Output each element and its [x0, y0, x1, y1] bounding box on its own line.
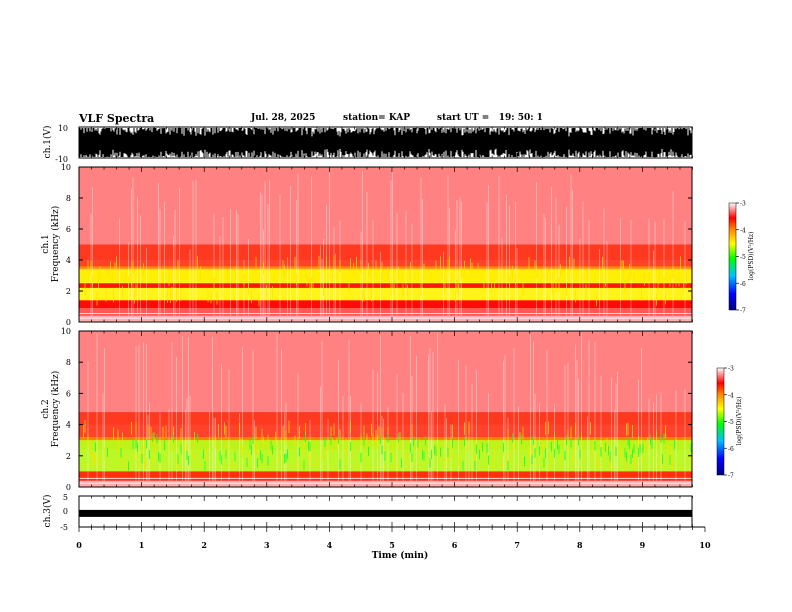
ch1-ylabel: ch.1(V): [42, 126, 53, 159]
time-tick-label-1: 1: [139, 540, 145, 550]
ch2-colorbar: [716, 367, 725, 476]
time-tick-label-0: 0: [76, 540, 82, 550]
ytick-label-8: 8: [66, 358, 71, 367]
ch2-spectrogram-yticks: 0 2 4 6 8 10: [61, 327, 692, 492]
time-tick-label-2: 2: [201, 540, 207, 550]
time-tick-label-8: 8: [577, 540, 583, 550]
ch3-ytick-bottom: -5: [60, 523, 68, 532]
ytick-label-0: 0: [66, 483, 71, 492]
ch1-waveform-frame: [78, 126, 693, 159]
colorbar-tick-label-0: -3: [728, 366, 734, 373]
ytick-label-4: 4: [66, 256, 71, 265]
time-axis-title: Time (min): [372, 550, 429, 561]
colorbar-tick-label-2: -5: [740, 254, 746, 261]
ch1-spectrogram-image: [79, 167, 693, 322]
colorbar-tick-label-4: -7: [728, 473, 734, 480]
ch1-spectrogram-ylabel-channel: ch.1: [41, 234, 51, 253]
ch1-waveform-trace: [78, 128, 693, 157]
ytick-label-0: 0: [66, 318, 71, 327]
spectrum-band-5: [79, 471, 693, 481]
ytick-label-2: 2: [66, 452, 71, 461]
time-axis-labels: 0 1 2 3 4 5 6 7 8 9 10: [76, 540, 711, 550]
colorbar-tick-label-1: -4: [740, 227, 746, 234]
ytick-label-2: 2: [66, 287, 71, 296]
spectrum-band-0: [79, 331, 693, 425]
time-tick-label-9: 9: [640, 540, 646, 550]
colorbar-tick-label-3: -6: [728, 446, 734, 453]
ch1-waveform-line: [78, 128, 693, 157]
ch1-waveform-panel: 10 -10 ch.1(V): [42, 124, 693, 164]
ch1-ytick-top: 10: [58, 124, 68, 133]
spectrum-band-1: [79, 412, 693, 441]
time-tick-label-10: 10: [699, 540, 711, 550]
time-axis-ticks: [78, 127, 706, 532]
time-tick-label-7: 7: [514, 540, 520, 550]
ch1-colorbar-label: log(PSD)(V²/Hz): [748, 232, 755, 281]
figure-title: VLF Spectra: [79, 112, 155, 125]
ytick-label-8: 8: [66, 194, 71, 203]
colorbar-tick-label-3: -6: [740, 281, 746, 288]
ch1-ytick-bottom: -10: [55, 155, 68, 164]
ch2-colorbar-label: log(PSD)(V²/Hz): [736, 397, 743, 446]
ch3-ytick-mid: 0: [63, 507, 68, 516]
ch1-spectrogram-frame: [78, 166, 693, 323]
ch3-ytick-top: 5: [63, 493, 68, 502]
ch3-waveform-trace: [79, 509, 693, 517]
ch2-spectrogram-image: [79, 331, 693, 487]
time-tick-label-3: 3: [264, 540, 270, 550]
spectrum-band-1: [79, 244, 693, 268]
ch2-spectrogram-ylabel-freq: Frequency (kHz): [50, 371, 61, 448]
ytick-label-6: 6: [66, 389, 71, 398]
ytick-label-4: 4: [66, 421, 71, 430]
spectrum-band-4: [79, 440, 693, 472]
ch1-colorbar-ticks: -3 -4 -5 -6 -7: [736, 201, 746, 315]
colorbar-tick-label-1: -4: [728, 392, 734, 399]
ch1-spectrogram-yticks: 0 2 4 6 8 10: [61, 163, 692, 327]
spectrum-green-bursts: [95, 432, 692, 471]
spectrum-band-5: [79, 300, 693, 309]
ytick-label-10: 10: [61, 163, 71, 172]
spectrum-band-6: [79, 308, 693, 316]
ch3-ylabel: ch.3(V): [42, 495, 53, 528]
station-label: station= KAP: [343, 113, 411, 123]
ch2-spectrogram-ylabel-channel: ch.2: [41, 399, 51, 418]
time-tick-label-5: 5: [389, 540, 395, 550]
ytick-label-6: 6: [66, 225, 71, 234]
ytick-label-10: 10: [61, 327, 71, 336]
colorbar-tick-label-0: -3: [740, 201, 746, 208]
ch2-spectrogram-frame: [78, 330, 693, 488]
spectrum-band-4: [79, 283, 693, 288]
date-label: Jul. 28, 2025: [251, 113, 316, 123]
ch1-spectrogram-ylabel-freq: Frequency (kHz): [50, 206, 61, 283]
time-tick-label-6: 6: [452, 540, 458, 550]
colorbar-tick-label-2: -5: [728, 419, 734, 426]
ch1-colorbar: [728, 202, 737, 311]
spectrum-yellow-bursts: [83, 420, 692, 472]
colorbar-tick-label-4: -7: [740, 308, 746, 315]
time-tick-label-4: 4: [327, 540, 333, 550]
ch2-colorbar-ticks: -3 -4 -5 -6 -7: [724, 366, 734, 480]
start-time-label: start UT = 19: 50: 1: [437, 113, 543, 123]
spectrum-yellow-bursts: [84, 255, 687, 307]
